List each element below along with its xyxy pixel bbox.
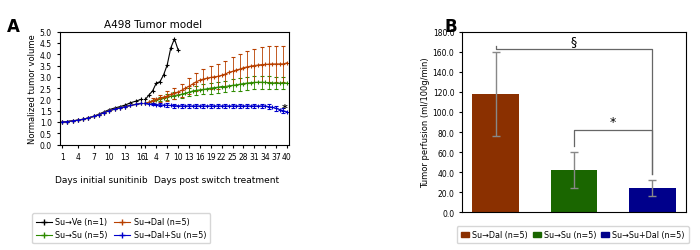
Text: §: § (571, 34, 577, 48)
Legend: Su→Dal (n=5), Su→Su (n=5), Su→Su+Dal (n=5): Su→Dal (n=5), Su→Su (n=5), Su→Su+Dal (n=… (456, 226, 689, 244)
Text: B: B (444, 18, 457, 36)
Bar (629, 188, 676, 212)
Y-axis label: Tumor perfusion (ml/100g/min): Tumor perfusion (ml/100g/min) (421, 58, 430, 188)
Text: *: * (610, 116, 616, 128)
Bar (473, 94, 519, 212)
Y-axis label: Normalized tumor volume: Normalized tumor volume (28, 34, 37, 144)
Bar (550, 170, 598, 212)
Text: Days post switch treatment: Days post switch treatment (153, 175, 279, 184)
Legend: Su→Ve (n=1), Su→Su (n=5), Su→Dal (n=5), Su→Dal+Su (n=5): Su→Ve (n=1), Su→Su (n=5), Su→Dal (n=5), … (32, 214, 210, 244)
Text: A: A (7, 18, 20, 36)
Text: *: * (282, 104, 288, 114)
Text: A498 Tumor model: A498 Tumor model (104, 20, 202, 30)
Text: Days initial sunitinib: Days initial sunitinib (55, 175, 148, 184)
